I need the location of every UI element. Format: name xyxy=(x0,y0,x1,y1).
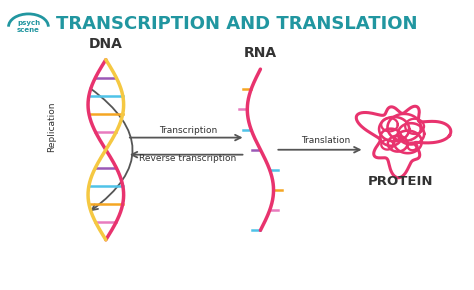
Text: TRANSCRIPTION AND TRANSLATION: TRANSCRIPTION AND TRANSLATION xyxy=(56,15,418,33)
Text: Translation: Translation xyxy=(301,136,351,145)
Text: DNA: DNA xyxy=(89,37,123,51)
Text: Reverse transcription: Reverse transcription xyxy=(139,154,237,163)
Text: RNA: RNA xyxy=(244,46,277,60)
Text: Replication: Replication xyxy=(47,101,56,152)
Text: PROTEIN: PROTEIN xyxy=(368,175,434,188)
Text: psych
scene: psych scene xyxy=(17,20,40,33)
Text: Transcription: Transcription xyxy=(159,126,217,135)
FancyArrowPatch shape xyxy=(90,88,133,210)
